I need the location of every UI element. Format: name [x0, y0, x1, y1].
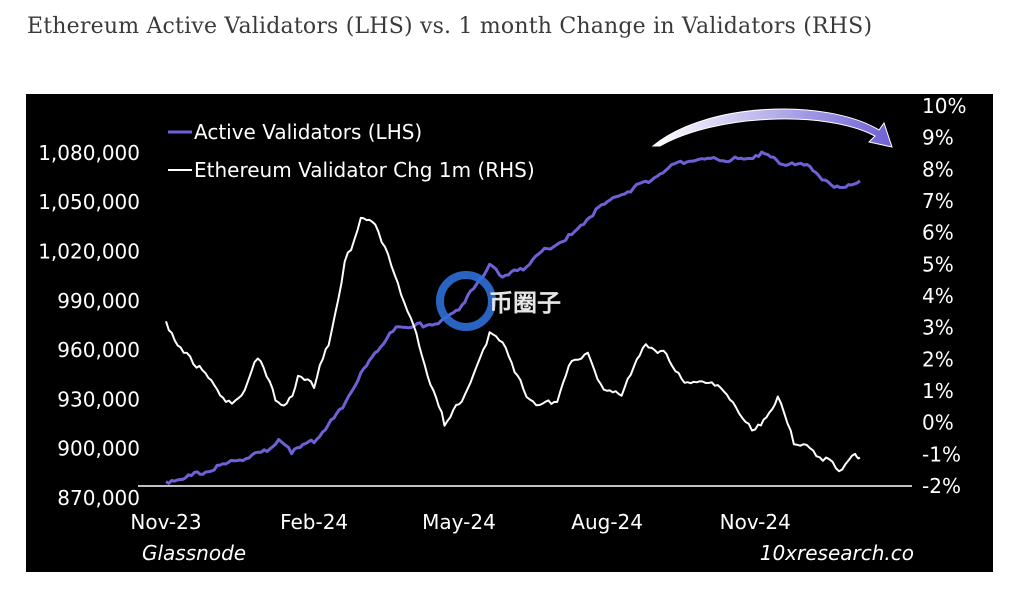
right-tick-label-5: 3% — [922, 316, 954, 340]
series-line-active-validators — [165, 150, 861, 485]
left-tick-label-5: 1,020,000 — [38, 239, 140, 263]
right-tick-label-0: -2% — [922, 474, 961, 498]
left-tick-label-1: 900,000 — [57, 437, 140, 461]
left-tick-label-0: 870,000 — [57, 486, 140, 510]
right-axis-ticks: -2% -1% 0% 1% 2% 3% 4% 5% 6% 7% 8% 9% 10% — [922, 94, 966, 498]
left-tick-label-2: 930,000 — [57, 387, 140, 411]
watermark-text: 币圈子 — [489, 289, 561, 317]
right-tick-label-12: 10% — [922, 94, 966, 118]
x-tick-label-2: May-24 — [422, 510, 496, 534]
x-tick-label-3: Aug-24 — [571, 510, 643, 534]
left-tick-label-3: 960,000 — [57, 338, 140, 362]
right-tick-label-10: 8% — [922, 157, 954, 181]
x-axis-ticks: Nov-23 Feb-24 May-24 Aug-24 Nov-24 — [130, 510, 790, 534]
right-tick-label-7: 5% — [922, 252, 954, 276]
right-tick-label-11: 9% — [922, 126, 954, 150]
chart-canvas: 870,000 900,000 930,000 960,000 990,000 1,020… — [38, 94, 966, 565]
source-10xresearch: 10xresearch.co — [760, 541, 914, 565]
right-tick-label-4: 2% — [922, 347, 954, 371]
source-glassnode: Glassnode — [142, 541, 246, 565]
left-tick-label-4: 990,000 — [57, 289, 140, 313]
right-tick-label-8: 6% — [922, 221, 954, 245]
x-tick-label-0: Nov-23 — [130, 510, 201, 534]
left-tick-label-6: 1,050,000 — [38, 190, 140, 214]
right-tick-label-9: 7% — [922, 189, 954, 213]
chart-panel: 870,000 900,000 930,000 960,000 990,000 1,020… — [26, 94, 993, 572]
left-tick-label-7: 1,080,000 — [38, 141, 140, 165]
right-tick-label-1: -1% — [922, 442, 961, 466]
right-tick-label-6: 4% — [922, 284, 954, 308]
legend: Active Validators (LHS) Ethereum Validat… — [168, 120, 535, 182]
chart-title: Ethereum Active Validators (LHS) vs. 1 m… — [27, 14, 873, 39]
legend-label-active-validators: Active Validators (LHS) — [194, 120, 422, 144]
arrow-icon — [651, 108, 893, 148]
right-tick-label-2: 0% — [922, 411, 954, 435]
left-axis-ticks: 870,000 900,000 930,000 960,000 990,000 1,020… — [38, 141, 140, 510]
watermark: 币圈子 — [436, 271, 561, 331]
right-tick-label-3: 1% — [922, 379, 954, 403]
legend-label-validator-chg: Ethereum Validator Chg 1m (RHS) — [194, 158, 535, 182]
x-tick-label-1: Feb-24 — [280, 510, 348, 534]
x-tick-label-4: Nov-24 — [720, 510, 791, 534]
series-line-validator-chg-1m — [165, 216, 861, 473]
watermark-logo-icon — [436, 271, 496, 331]
peak-arrow-annotation — [651, 108, 893, 148]
